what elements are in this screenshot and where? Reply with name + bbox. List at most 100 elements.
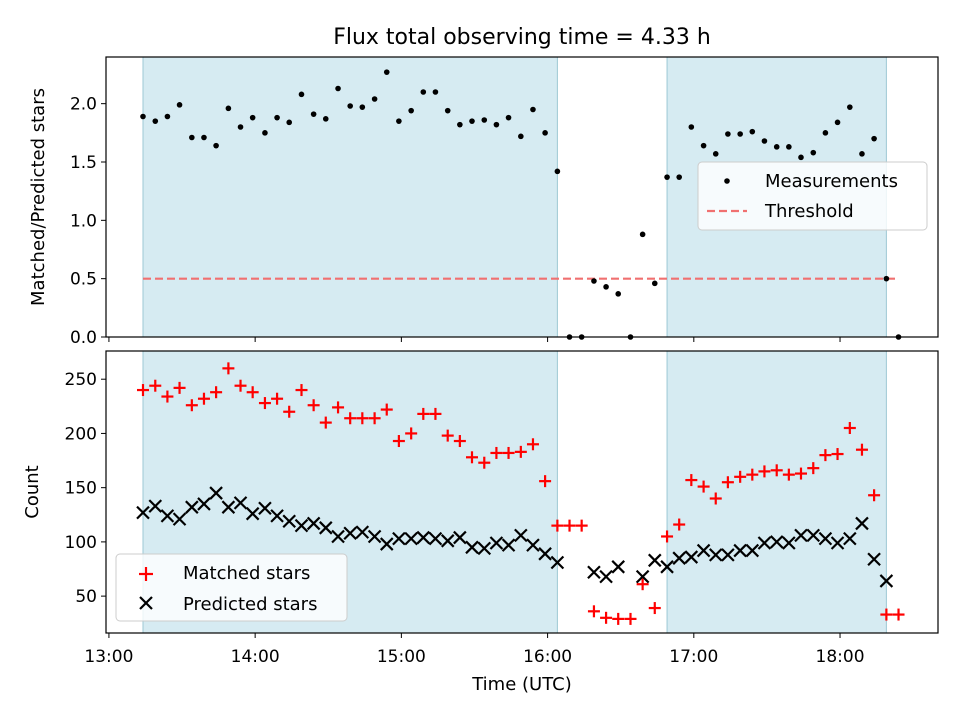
- matched-star-point: [210, 386, 223, 399]
- matched-star-point: [539, 475, 552, 488]
- measurement-point: [518, 133, 524, 140]
- measurement-point: [383, 69, 390, 75]
- matched-star-point: [319, 416, 332, 429]
- legend-threshold-label: Threshold: [764, 201, 854, 222]
- predicted-star-point: [635, 569, 650, 584]
- measurement-point: [688, 124, 695, 130]
- bottom-legend: Matched stars Predicted stars: [115, 553, 348, 622]
- legend-matched-label: Matched stars: [183, 563, 310, 584]
- predicted-star-point: [331, 529, 345, 544]
- matched-star-point: [185, 399, 198, 412]
- measurement-point: [700, 142, 707, 149]
- matched-star-point: [197, 392, 210, 405]
- predicted-star-point: [294, 518, 309, 533]
- matched-star-point: [490, 446, 503, 459]
- predicted-star-point: [379, 537, 394, 551]
- matched-star-point: [551, 519, 564, 532]
- predicted-star-point: [465, 540, 479, 555]
- measurement-point: [847, 104, 853, 110]
- matched-star-point: [587, 605, 600, 618]
- matched-star-point: [624, 612, 637, 625]
- matched-star-point: [855, 443, 868, 456]
- predicted-star-point: [721, 548, 735, 562]
- measurement-point: [859, 151, 865, 157]
- measurement-point: [176, 102, 183, 108]
- measurement-point: [481, 117, 488, 123]
- measurement-point: [396, 118, 402, 124]
- predicted-star-point: [343, 526, 357, 540]
- predicted-star-point: [197, 497, 211, 511]
- matched-star-point: [685, 474, 698, 487]
- predicted-star-point: [209, 486, 223, 500]
- measurement-point: [310, 111, 317, 117]
- top-y-tick-label: 1.5: [70, 153, 97, 173]
- predicted-star-point: [867, 552, 881, 567]
- measurement-point: [201, 134, 207, 141]
- measurement-point: [530, 106, 536, 113]
- top-shade-0: [142, 56, 558, 338]
- predicted-star-point: [221, 500, 236, 514]
- measurement-point: [737, 131, 743, 137]
- measurement-point: [298, 91, 305, 98]
- bottom-y-ticks: 50 100 150 200 250: [65, 370, 106, 607]
- matched-star-point: [794, 467, 807, 480]
- matched-star-point: [271, 392, 284, 405]
- measurement-point: [554, 168, 561, 175]
- matched-star-point: [161, 390, 174, 403]
- predicted-star-point: [160, 509, 175, 523]
- matched-star-point: [368, 412, 381, 425]
- matched-star-point: [234, 379, 247, 392]
- predicted-star-point: [550, 555, 565, 570]
- predicted-star-point: [708, 548, 723, 562]
- predicted-star-point: [806, 528, 821, 543]
- matched-star-point: [307, 399, 320, 412]
- measurement-point: [591, 278, 597, 284]
- matched-star-point: [746, 468, 759, 481]
- matched-star-point: [697, 480, 710, 493]
- measurement-point: [420, 89, 427, 95]
- top-y-tick-label: 1.0: [70, 211, 97, 231]
- predicted-star-point: [136, 505, 150, 520]
- matched-star-point: [673, 518, 686, 531]
- measurement-point: [542, 130, 548, 136]
- predicted-star-point: [392, 531, 406, 546]
- matched-star-point: [648, 602, 661, 615]
- predicted-star-point: [672, 551, 686, 565]
- matched-star-point: [441, 429, 454, 442]
- measurement-point: [883, 275, 890, 282]
- bottom-axes-frame: [105, 350, 939, 634]
- top-legend-frame: [697, 161, 928, 231]
- top-legend: Measurements Threshold: [697, 161, 928, 231]
- legend-measurements-marker: [724, 178, 730, 184]
- predicted-star-point: [818, 531, 833, 546]
- measurement-point: [140, 113, 146, 120]
- matched-star-point: [600, 611, 613, 624]
- predicted-star-point: [489, 536, 504, 550]
- matched-star-point: [502, 446, 515, 459]
- predicted-star-point: [843, 531, 857, 546]
- measurement-point: [712, 151, 719, 157]
- measurement-point: [834, 119, 841, 126]
- matched-star-point: [734, 470, 747, 483]
- measurement-point: [152, 118, 159, 124]
- measurement-point: [810, 149, 817, 156]
- matched-star-point: [429, 407, 442, 420]
- measurement-point: [444, 107, 451, 114]
- predicted-star-point: [318, 521, 333, 535]
- measurement-point: [225, 105, 232, 112]
- bottom-y-tick-label: 150: [65, 479, 97, 499]
- matched-star-point: [782, 468, 795, 481]
- predicted-star-point: [769, 535, 784, 549]
- measurement-point: [189, 134, 195, 141]
- predicted-star-point: [782, 536, 796, 550]
- bottom-y-tick-label: 200: [65, 424, 97, 444]
- measurement-point: [639, 231, 646, 238]
- matched-star-point: [222, 362, 235, 375]
- matched-star-point: [636, 578, 649, 591]
- x-axis-label: Time (UTC): [471, 674, 572, 695]
- measurement-point: [725, 131, 731, 137]
- predicted-star-point: [526, 538, 540, 552]
- legend-predicted-label: Predicted stars: [183, 594, 317, 615]
- predicted-star-point: [245, 506, 260, 521]
